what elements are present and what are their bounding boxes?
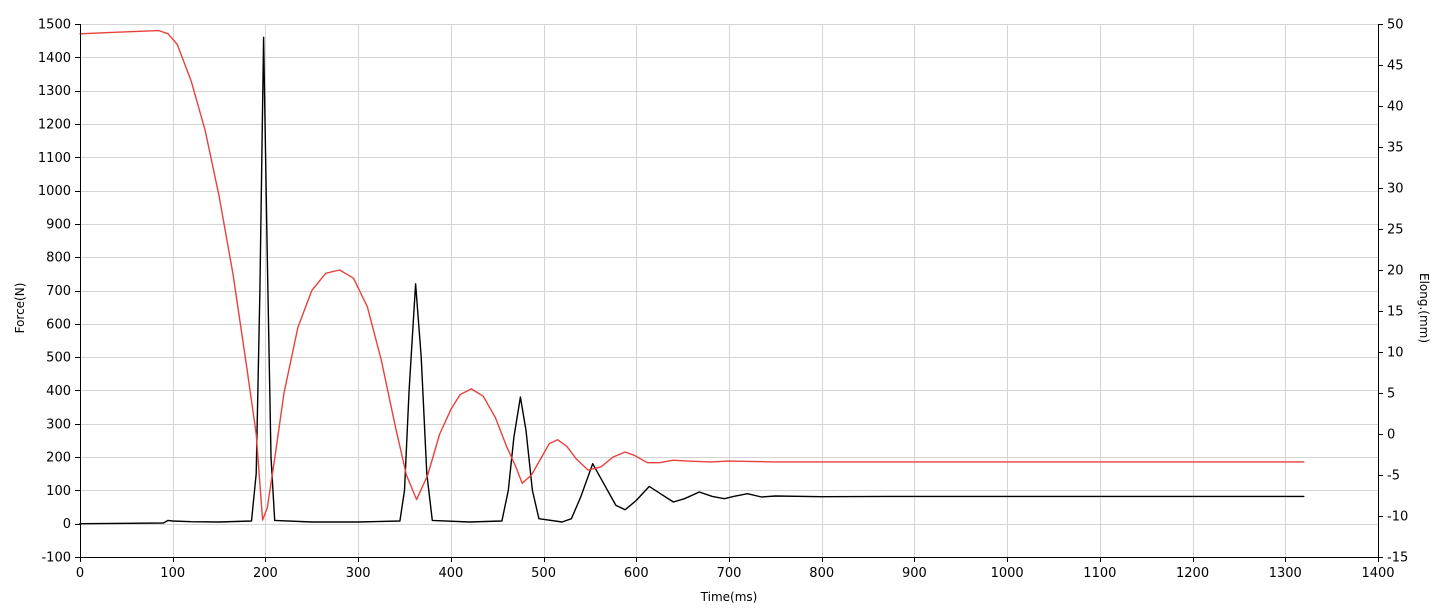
y2-tick-label-9: 30 <box>1387 182 1404 197</box>
y2-tick-label-2: -5 <box>1387 469 1400 484</box>
y2-tick-label-4: 5 <box>1387 387 1395 402</box>
x-tick-label-13: 1300 <box>1269 566 1302 581</box>
series-line-force <box>79 36 1305 525</box>
x-tick-label-9: 900 <box>902 566 927 581</box>
y-tick-label-1: 0 <box>63 517 71 532</box>
y2-tick-label-0: -15 <box>1387 551 1408 566</box>
y2-tick-label-7: 20 <box>1387 264 1404 279</box>
y2-tick-label-1: -10 <box>1387 510 1408 525</box>
y-tick-label-3: 200 <box>46 451 71 466</box>
y2-tick-label-13: 50 <box>1387 18 1404 33</box>
x-tick-label-5: 500 <box>531 566 556 581</box>
x-axis-title: Time(ms) <box>700 590 758 604</box>
y2-tick-label-8: 25 <box>1387 223 1404 238</box>
y-tick-label-16: 1500 <box>38 18 71 33</box>
y-tick-label-2: 100 <box>46 484 71 499</box>
y-tick-label-4: 300 <box>46 417 71 432</box>
x-tick-label-0: 0 <box>76 566 84 581</box>
y2-tick-label-10: 35 <box>1387 141 1404 156</box>
y2-tick-label-11: 40 <box>1387 100 1404 115</box>
y-tick-label-11: 1000 <box>38 184 71 199</box>
y-tick-label-6: 500 <box>46 351 71 366</box>
y-tick-label-12: 1100 <box>38 151 71 166</box>
y2-tick-label-12: 45 <box>1387 59 1404 74</box>
x-tick-label-8: 800 <box>809 566 834 581</box>
y2-tick-label-5: 10 <box>1387 346 1404 361</box>
y-axis-title: Force(N) <box>13 283 27 334</box>
x-tick-label-6: 600 <box>624 566 649 581</box>
y2-tick-label-6: 15 <box>1387 305 1404 320</box>
series-layer <box>79 29 1305 525</box>
x-tick-label-3: 300 <box>346 566 371 581</box>
x-tick-label-2: 200 <box>253 566 278 581</box>
y-tick-label-14: 1300 <box>38 84 71 99</box>
y-tick-label-0: -100 <box>41 551 71 566</box>
y-tick-label-15: 1400 <box>38 51 71 66</box>
label-layer: 0 100 200 300 400 500 600 700 800 900 1000 1100 1200… <box>38 18 1408 582</box>
x-tick-label-4: 400 <box>438 566 463 581</box>
x-tick-label-7: 700 <box>717 566 742 581</box>
y-tick-label-8: 700 <box>46 284 71 299</box>
series-line-elongation <box>79 29 1305 521</box>
y-tick-label-10: 900 <box>46 217 71 232</box>
x-tick-label-11: 1100 <box>1083 566 1116 581</box>
y-tick-label-9: 800 <box>46 251 71 266</box>
y-tick-label-13: 1200 <box>38 117 71 132</box>
x-tick-label-10: 1000 <box>991 566 1024 581</box>
x-tick-label-12: 1200 <box>1176 566 1209 581</box>
x-tick-label-14: 1400 <box>1361 566 1394 581</box>
x-tick-label-1: 100 <box>160 566 185 581</box>
y-tick-label-5: 400 <box>46 384 71 399</box>
axis-layer <box>75 24 1383 562</box>
y2-axis-title: Elong.(mm) <box>1417 273 1431 343</box>
y2-tick-label-3: 0 <box>1387 428 1395 443</box>
y-tick-label-7: 600 <box>46 317 71 332</box>
